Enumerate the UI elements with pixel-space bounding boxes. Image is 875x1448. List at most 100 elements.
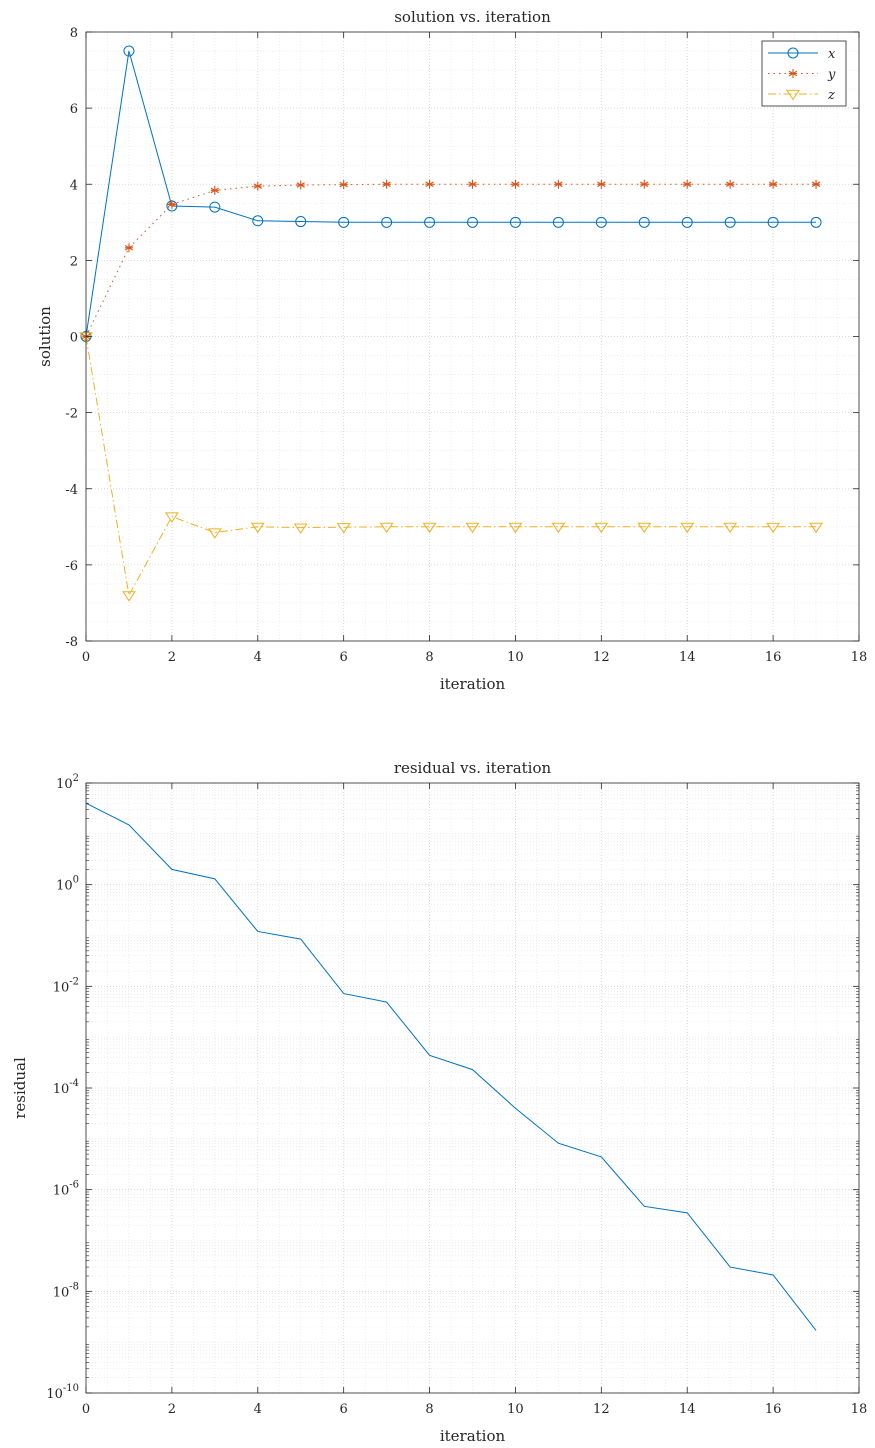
y-tick-label: 8 [70,26,78,41]
legend: xyz [761,40,847,107]
series-point-y [511,179,520,189]
series-point-y [554,179,563,189]
series-point-y [339,180,348,190]
x-tick-label: 4 [254,1402,262,1417]
series-point-z [422,522,437,534]
series-point-z [766,522,781,534]
x-tick-label: 2 [168,650,176,665]
series-point-z [293,523,308,534]
x-tick-label: 14 [679,650,696,665]
series-point-y [811,179,821,189]
y-tick-label: 2 [70,254,78,269]
y-axis-label: residual [11,1057,29,1119]
legend-marker-y [788,69,798,78]
series-point-x [424,216,436,228]
series-point-x [638,216,650,228]
series-point-x [338,216,350,228]
series-point-y [640,179,649,189]
x-tick-label: 14 [679,1402,696,1417]
series-point-z [379,522,394,534]
x-tick-label: 8 [425,1402,433,1417]
series-point-z [809,522,823,534]
series-point-x [381,216,393,228]
series-point-y [468,179,477,189]
legend-box [761,40,847,107]
y-tick-label: 102 [56,773,79,792]
y-tick-label: 4 [70,178,78,193]
series-point-x [123,45,135,57]
legend-marker-z [786,89,800,101]
series-line-x [85,50,817,337]
series-point-x [681,216,693,228]
x-tick-label: 16 [765,650,782,665]
series-point-z [336,523,351,534]
series-point-x [767,216,779,228]
x-tick-label: 18 [851,650,868,665]
series-point-y [124,243,134,253]
x-tick-label: 6 [340,1402,348,1417]
series-point-x [467,216,478,228]
series-point-x [724,216,736,228]
x-tick-label: 10 [507,1402,524,1417]
y-tick-label: 6 [70,102,78,117]
y-tick-label: -6 [65,559,78,574]
series-group [85,802,817,1331]
x-ticks: 0 2 4 6 8 10 12 14 16 18 [82,783,867,1417]
y-tick-label: -4 [65,483,78,498]
series-point-y [253,181,262,191]
y-tick-label: -8 [65,635,78,650]
x-tick-label: 4 [254,650,262,665]
series-point-z [465,522,480,534]
series-point-y [768,179,778,189]
plot-area [86,783,859,1393]
series-line-y [85,183,817,337]
x-tick-label: 6 [340,650,348,665]
series-point-y [167,199,177,209]
x-axis-label: iteration [440,675,506,693]
series-point-x [209,201,221,213]
series-point-z [508,522,523,534]
series-point-y [382,179,391,189]
y-tick-label: -2 [65,407,78,422]
y-tick-label: 10-2 [53,976,79,995]
series-point-y [210,185,220,195]
y-tick-label: 10-4 [53,1078,79,1097]
series-point-y [683,179,692,189]
series-point-z [594,522,609,534]
legend-label-x: x [828,47,836,62]
series-point-z [637,522,652,534]
x-tick-label: 18 [851,1402,868,1417]
series-point-x [595,216,607,228]
x-tick-label: 12 [593,1402,610,1417]
x-tick-label: 8 [425,650,433,665]
series-point-z [164,512,179,523]
x-tick-label: 2 [168,1402,176,1417]
series-point-x [509,216,521,228]
legend-label-y: y [827,68,836,83]
y-ticks: 8 6 4 2 0 -2 -4 -6 -8 [65,26,859,650]
x-ticks: 0 2 4 6 8 10 12 14 16 18 [82,32,867,665]
y-tick-label: 10-8 [53,1281,79,1300]
residual-chart: 0 2 4 6 8 10 12 14 16 18 10210010-210-410-610-810… [11,759,867,1445]
series-line-z [85,336,817,597]
series-point-y [296,180,305,190]
y-ticks: 102 100 10-2 10-4 10-6 10-8 10-10 [46,773,859,1402]
series-line-residual [85,802,817,1331]
series-point-y [425,179,434,189]
y-tick-label: 100 [56,875,79,894]
y-tick-label: 10-10 [46,1383,79,1402]
chart-title: solution vs. iteration [394,8,551,26]
series-group [79,45,823,602]
series-point-x [810,216,822,228]
series-point-z [250,522,265,534]
legend-marker-x [787,47,799,59]
y-tick-label: 10-6 [53,1180,79,1199]
series-point-z [551,522,566,534]
x-tick-label: 10 [507,650,524,665]
chart-title: residual vs. iteration [394,759,552,777]
series-point-z [207,528,222,539]
y-tick-label: 0 [70,331,78,346]
series-point-y [725,179,735,189]
grid [85,31,860,642]
